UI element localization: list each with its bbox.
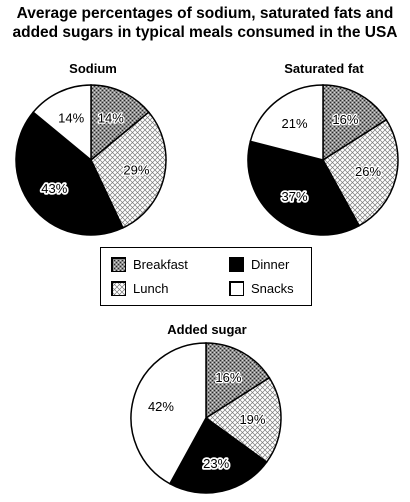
added-sugar-pie-title: Added sugar	[167, 322, 247, 337]
legend-label-lunch: Lunch	[133, 281, 169, 296]
chart-title-line-1: Average percentages of sodium, saturated…	[16, 5, 394, 22]
added-sugar-label-dinner: 23%	[203, 456, 229, 471]
saturated-fat-slice-snacks	[249, 84, 324, 161]
chart-title: Average percentages of sodium, saturated…	[0, 4, 410, 42]
saturated-fat-label-dinner: 37%	[281, 189, 307, 204]
sodium-label-dinner: 43%	[41, 181, 67, 196]
saturated-fat-slice-dinner	[247, 140, 361, 236]
saturated-fat-pie-title: Saturated fat	[284, 61, 364, 76]
saturated-fat-label-snacks: 21%	[281, 116, 307, 131]
sodium-slice-snacks	[32, 84, 92, 162]
saturated-fat-label-breakfast: 16%	[332, 112, 358, 127]
legend-swatch-breakfast	[111, 257, 126, 272]
added-sugar-slice-snacks	[130, 342, 207, 485]
sodium-label-breakfast: 14%	[98, 110, 124, 125]
legend-swatch-snacks	[229, 281, 244, 296]
added-sugar-label-lunch: 19%	[239, 412, 265, 427]
legend-swatch-dinner	[229, 257, 244, 272]
added-sugar-slice-breakfast	[205, 342, 271, 420]
saturated-fat-slice-breakfast	[322, 84, 388, 162]
sodium-label-snacks: 14%	[58, 110, 84, 125]
legend-label-snacks: Snacks	[251, 281, 294, 296]
sodium-pie-title: Sodium	[69, 61, 117, 76]
legend-label-dinner: Dinner	[251, 257, 290, 272]
chart-title-line-2: added sugars in typical meals consumed i…	[12, 24, 398, 41]
sodium-label-lunch: 29%	[123, 163, 149, 178]
added-sugar-slice-lunch	[204, 376, 282, 464]
legend: Breakfast Dinner Lunch Snacks	[100, 247, 312, 306]
added-sugar-label-snacks: 42%	[148, 399, 174, 414]
added-sugar-slice-dinner	[168, 416, 268, 494]
sodium-slice-dinner	[15, 111, 124, 236]
sodium-slice-breakfast	[90, 84, 150, 162]
added-sugar-label-breakfast: 16%	[215, 370, 241, 385]
saturated-fat-label-lunch: 26%	[355, 164, 381, 179]
saturated-fat-slice-lunch	[322, 118, 399, 227]
legend-swatch-lunch	[111, 281, 126, 296]
legend-label-breakfast: Breakfast	[133, 257, 188, 272]
